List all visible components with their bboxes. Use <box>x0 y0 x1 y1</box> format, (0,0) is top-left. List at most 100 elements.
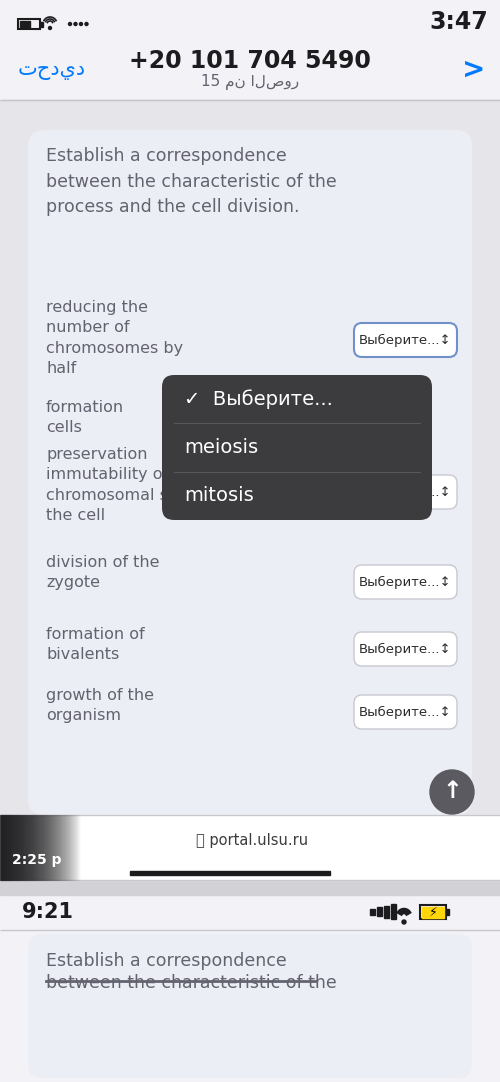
Bar <box>60 815 61 880</box>
Bar <box>76 815 77 880</box>
Text: formation of
bivalents: formation of bivalents <box>46 626 144 662</box>
Bar <box>39 815 40 880</box>
Bar <box>78 815 79 880</box>
Bar <box>8 815 9 880</box>
Bar <box>34 815 35 880</box>
Bar <box>67 815 68 880</box>
Bar <box>2 815 3 880</box>
Bar <box>446 909 448 915</box>
Text: division of the
zygote: division of the zygote <box>46 555 160 591</box>
Text: Establish a correspondence
between the characteristic of the
process and the cel: Establish a correspondence between the c… <box>46 147 337 216</box>
Bar <box>73 815 74 880</box>
Bar <box>63 815 64 880</box>
Text: ↑: ↑ <box>442 779 462 803</box>
Text: 3:47: 3:47 <box>429 10 488 34</box>
Bar <box>75 815 76 880</box>
Bar <box>4 815 5 880</box>
Bar <box>391 903 396 919</box>
Bar <box>43 815 44 880</box>
Bar <box>13 815 14 880</box>
Bar <box>384 906 389 918</box>
Bar <box>64 815 65 880</box>
Bar <box>55 815 56 880</box>
Bar <box>7 815 8 880</box>
Bar <box>18 19 40 29</box>
Text: Establish a correspondence: Establish a correspondence <box>46 952 287 969</box>
Bar <box>35 815 36 880</box>
Bar <box>11 815 12 880</box>
Bar <box>18 815 19 880</box>
Bar <box>54 815 55 880</box>
FancyBboxPatch shape <box>162 375 432 520</box>
Bar <box>23 815 24 880</box>
Bar <box>0 44 500 100</box>
Circle shape <box>80 23 82 26</box>
Bar <box>31 815 32 880</box>
Bar <box>422 907 444 918</box>
Bar <box>15 815 16 880</box>
Bar <box>24 815 25 880</box>
Circle shape <box>48 26 51 29</box>
Bar <box>21 815 22 880</box>
Text: Выберите...↕: Выберите...↕ <box>359 486 452 499</box>
Bar <box>72 815 73 880</box>
Bar <box>62 815 63 880</box>
Bar <box>59 815 60 880</box>
Bar <box>32 815 33 880</box>
Bar <box>52 815 53 880</box>
Bar <box>74 815 75 880</box>
Text: ⚡: ⚡ <box>428 906 438 919</box>
Bar <box>0 895 500 1082</box>
Bar <box>0 895 500 931</box>
Bar <box>70 815 71 880</box>
FancyBboxPatch shape <box>28 934 472 1078</box>
Bar <box>28 815 29 880</box>
Bar <box>0 879 500 895</box>
FancyBboxPatch shape <box>28 130 472 815</box>
Bar <box>0 0 500 882</box>
Circle shape <box>68 23 71 26</box>
Bar <box>77 815 78 880</box>
Bar <box>12 815 13 880</box>
Text: Выберите...↕: Выберите...↕ <box>359 333 452 346</box>
Bar <box>0 815 500 880</box>
Text: 15 من الصور: 15 من الصور <box>201 74 299 90</box>
Bar <box>9 815 10 880</box>
Bar <box>48 815 49 880</box>
Text: reducing the
number of
chromosomes by
half: reducing the number of chromosomes by ha… <box>46 300 183 377</box>
Bar <box>65 815 66 880</box>
Text: Выберите...↕: Выберите...↕ <box>359 576 452 589</box>
Text: formation
cells: formation cells <box>46 400 124 435</box>
Bar <box>79 815 80 880</box>
Bar <box>377 907 382 916</box>
Text: between the characteristic of the: between the characteristic of the <box>46 974 337 992</box>
Text: +20 101 704 5490: +20 101 704 5490 <box>129 49 371 72</box>
Bar <box>66 815 67 880</box>
Bar <box>33 815 34 880</box>
FancyBboxPatch shape <box>354 632 457 667</box>
Bar <box>1 815 2 880</box>
Bar <box>44 815 45 880</box>
Text: 9:21: 9:21 <box>22 902 74 922</box>
Bar <box>17 815 18 880</box>
Bar <box>370 909 375 915</box>
Bar <box>0 815 1 880</box>
Text: Выберите...↕: Выберите...↕ <box>359 643 452 656</box>
Bar <box>45 815 46 880</box>
Bar <box>56 815 57 880</box>
Bar <box>47 815 48 880</box>
Text: تحديد: تحديد <box>18 60 86 80</box>
Text: mitosis: mitosis <box>184 486 254 505</box>
Bar <box>19 815 20 880</box>
Circle shape <box>85 23 88 26</box>
Bar <box>20 21 30 27</box>
Bar <box>71 815 72 880</box>
Bar <box>68 815 69 880</box>
Bar <box>27 815 28 880</box>
Text: ✓  Выберите...: ✓ Выберите... <box>184 390 333 409</box>
FancyBboxPatch shape <box>354 324 457 357</box>
Bar <box>10 815 11 880</box>
Bar <box>22 815 23 880</box>
Bar <box>30 815 31 880</box>
Text: preservation
immutability of the
chromosomal set of
the cell: preservation immutability of the chromos… <box>46 447 204 524</box>
